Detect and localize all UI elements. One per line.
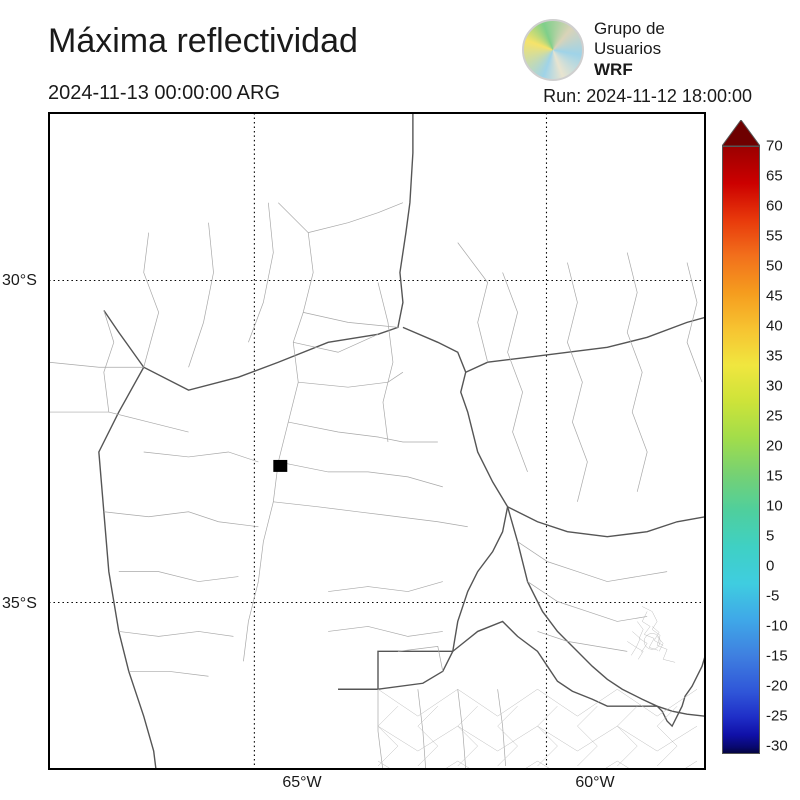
- map-frame: [49, 113, 705, 769]
- cb-tick: 45: [766, 288, 783, 305]
- colorbar[interactable]: 70 65 60 55 50 45 40 35 30 25 20 15 10 5…: [722, 112, 760, 770]
- cb-tick: 10: [766, 498, 783, 515]
- cb-tick: 15: [766, 468, 783, 485]
- ytick-30s: 30°S: [2, 272, 39, 290]
- department-boundaries: [49, 203, 702, 769]
- cb-tick: 60: [766, 198, 783, 215]
- cb-tick: 20: [766, 438, 783, 455]
- logo-block: Grupo de Usuarios WRF: [522, 12, 752, 87]
- cb-tick: 70: [766, 138, 783, 155]
- cb-tick: 55: [766, 228, 783, 245]
- run-label: Run: 2024-11-12 18:00:00: [543, 86, 752, 107]
- cb-tick: -20: [766, 678, 788, 695]
- cb-tick: 30: [766, 378, 783, 395]
- cb-tick: 0: [766, 558, 774, 575]
- colorbar-scale: [722, 120, 760, 754]
- province-border-central: [338, 327, 507, 689]
- province-border-sw: [99, 367, 199, 769]
- colorbar-gradient: [722, 146, 760, 754]
- city-district-boundaries: [627, 606, 675, 662]
- page-title: Máxima reflectividad: [48, 22, 358, 61]
- province-border-baires-box: [338, 621, 705, 726]
- cb-tick: 50: [766, 258, 783, 275]
- province-border-cordoba-east: [508, 507, 705, 716]
- cb-tick: 5: [766, 528, 774, 545]
- cb-tick: -25: [766, 708, 788, 725]
- datetime-label: 2024-11-13 00:00:00 ARG: [48, 82, 280, 105]
- globe-logo-icon: [522, 19, 584, 81]
- cb-tick: -10: [766, 618, 788, 635]
- province-border-cordoba-north: [508, 507, 705, 537]
- xtick-65w: 65°W: [282, 774, 321, 792]
- ytick-35s: 35°S: [2, 595, 39, 613]
- cb-tick: 25: [766, 408, 783, 425]
- cb-tick: -30: [766, 738, 788, 755]
- partido-boundaries: [378, 689, 697, 769]
- province-border-north: [466, 317, 705, 372]
- cb-tick: -5: [766, 588, 779, 605]
- logo-text: Grupo de Usuarios WRF: [594, 19, 665, 79]
- xtick-60w: 60°W: [575, 774, 614, 792]
- cb-tick: 40: [766, 318, 783, 335]
- cb-tick: 35: [766, 348, 783, 365]
- reflectivity-map[interactable]: [48, 112, 706, 770]
- weather-map-page: Máxima reflectividad 2024-11-13 00:00:00…: [0, 0, 800, 800]
- province-border-west: [104, 113, 413, 390]
- small-region-marker: [273, 460, 287, 472]
- cb-tick: -15: [766, 648, 788, 665]
- cb-tick: 65: [766, 168, 783, 185]
